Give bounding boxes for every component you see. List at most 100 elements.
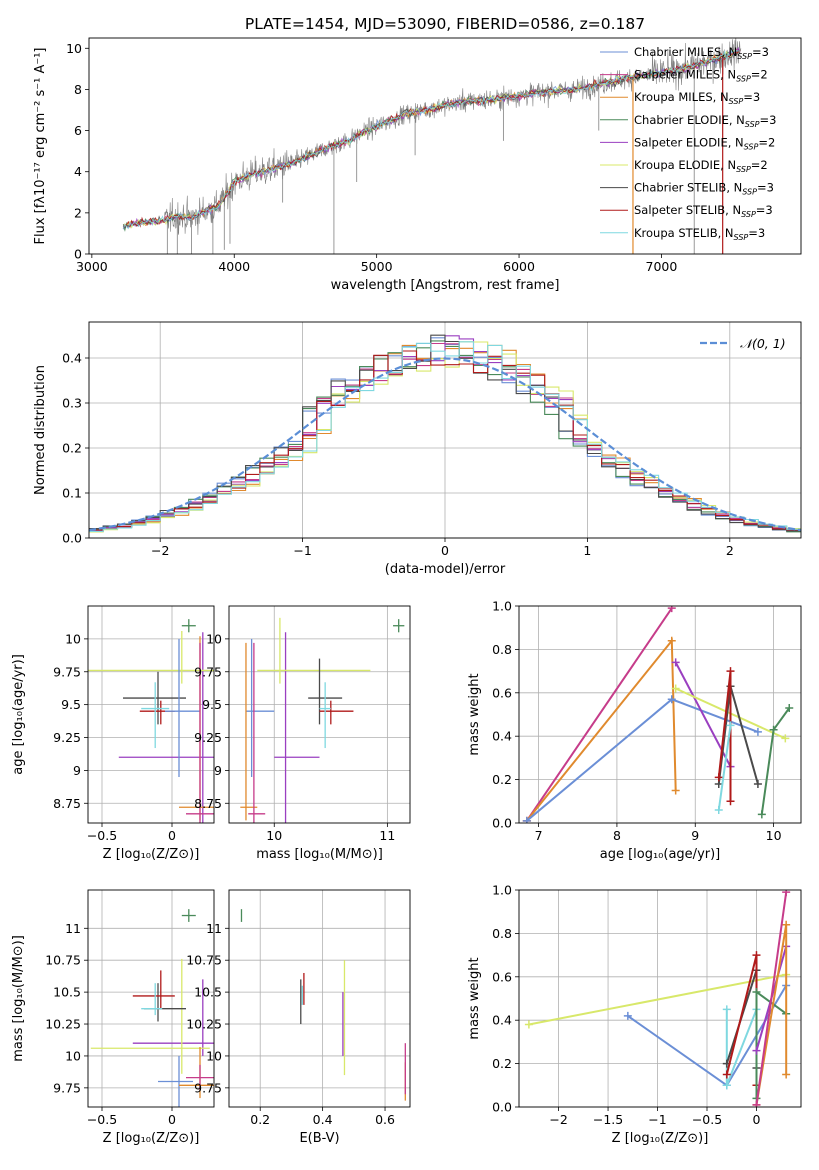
plot-area <box>240 617 405 823</box>
legend-entry: Salpeter STELIB, NSSP=3 <box>634 203 773 219</box>
mass-weight-marker <box>714 805 723 814</box>
y-tick-label: 0.0 <box>62 531 82 546</box>
y-tick-label: 9.25 <box>194 730 222 745</box>
y-tick-label: 4 <box>74 164 82 179</box>
y-tick-label: 2 <box>74 205 82 220</box>
y-tick-label: 9 <box>214 763 222 778</box>
mass-weight-line <box>528 973 787 1026</box>
mass-weight-marker <box>714 773 723 782</box>
mass-weight-marker <box>671 786 680 795</box>
y-tick-label: 9.5 <box>61 697 81 712</box>
x-axis-label: Z [log₁₀(Z/Z⊙)] <box>612 1131 709 1146</box>
grid <box>88 606 214 823</box>
x-tick-label: 0 <box>168 828 176 843</box>
x-tick-label: 0.6 <box>375 1112 395 1127</box>
y-tick-label: 10.25 <box>186 1017 222 1032</box>
y-tick-label: 0.6 <box>492 969 512 984</box>
mass-weight-marker <box>782 890 791 897</box>
x-tick-label: −0.5 <box>692 1112 722 1127</box>
y-tick-label: 9.25 <box>53 730 81 745</box>
y-tick-label: 8 <box>74 82 82 97</box>
mass-weight-marker <box>726 797 735 806</box>
plot-area <box>524 890 791 1107</box>
x-tick-label: 1 <box>583 543 591 558</box>
mass-weight-line <box>717 725 732 811</box>
mass-weight-marker <box>752 1100 761 1107</box>
plot-area <box>522 606 794 823</box>
mass-weight-marker <box>753 727 762 736</box>
normal-distribution-curve <box>89 357 801 532</box>
mass-weight-marker <box>781 734 790 743</box>
grid <box>229 890 410 1107</box>
mass-weight-marker <box>752 987 761 996</box>
mass-weight-marker <box>667 636 676 645</box>
residual-histogram-line <box>89 334 801 532</box>
x-axis-label: age [log₁₀(age/yr)] <box>600 847 721 862</box>
legend-entry: Chabrier ELODIE, NSSP=3 <box>634 113 776 129</box>
x-tick-label: 8 <box>613 828 621 843</box>
y-tick-label: 10.5 <box>53 985 81 1000</box>
x-axis-label: E(B-V) <box>299 1131 339 1146</box>
x-tick-label: −2 <box>151 543 169 558</box>
y-tick-label: 0.8 <box>492 642 512 657</box>
mass-weight-marker <box>722 1081 731 1090</box>
mass-weight-marker <box>785 703 794 712</box>
legend-entry: Salpeter MILES, NSSP=2 <box>634 68 768 84</box>
x-tick-label: 4000 <box>218 259 250 274</box>
x-tick-label: −0.5 <box>87 828 117 843</box>
x-axis-label: Z [log₁₀(Z/Z⊙)] <box>103 847 200 862</box>
grid <box>519 605 801 824</box>
x-axis-label: wavelength [Angstrom, rest frame] <box>331 278 560 293</box>
legend-entry: Kroupa MILES, NSSP=3 <box>634 90 760 106</box>
y-axis-label: Normed distribution <box>33 365 48 495</box>
residual-histogram-panel: −2 −1 0 1 2 0.0 0.1 0.2 0.3 0.4 (data-model)/error… <box>33 321 802 577</box>
x-tick-label: 2 <box>726 543 734 558</box>
x-tick-label: −0.5 <box>87 1112 117 1127</box>
mass-weight-line <box>526 698 759 822</box>
age-vs-mass-panel: 10 11 8.75 9 9.25 9.5 9.75 10 mass [log₁₀(M/M⊙)] <box>194 605 411 862</box>
y-tick-label: 8.75 <box>53 796 81 811</box>
y-tick-label: 10 <box>206 631 222 646</box>
y-tick-label: 10 <box>66 41 82 56</box>
y-tick-label: 6 <box>74 123 82 138</box>
x-tick-label: 9 <box>691 828 699 843</box>
spectrum-panel: 3000 4000 5000 6000 7000 0 2 4 6 8 10 wavelength [A… <box>33 37 802 293</box>
mass-weight-marker <box>623 1011 632 1020</box>
x-tick-label: −1 <box>648 1112 666 1127</box>
mass-weight-marker <box>524 1020 533 1029</box>
plot-area <box>89 334 801 533</box>
mass-vs-extinction-panel: 0.2 0.4 0.6 9.75 10 10.25 10.5 10.75 11 E(B-V) <box>186 889 411 1146</box>
plot-area <box>88 619 214 823</box>
x-tick-label: 0 <box>441 543 449 558</box>
y-axis-label: mass weight <box>467 957 482 1039</box>
legend-entry: 𝒩(0, 1) <box>740 336 786 351</box>
y-tick-label: 0.1 <box>62 486 82 501</box>
x-tick-label: 5000 <box>361 259 393 274</box>
legend-entry: Kroupa ELODIE, NSSP=2 <box>634 158 768 174</box>
y-tick-label: 10 <box>206 1048 222 1063</box>
chart-title: PLATE=1454, MJD=53090, FIBERID=0586, z=0… <box>245 15 645 33</box>
x-tick-label: −1 <box>293 543 311 558</box>
x-tick-label: 10 <box>766 828 782 843</box>
mass-vs-metallicity-panel: −0.5 0 9.75 10 10.25 10.5 10.75 11 Z [log₁₀(Z/Z⊙… <box>11 889 215 1146</box>
y-tick-label: 0.8 <box>492 926 512 941</box>
y-tick-label: 0.4 <box>62 351 82 366</box>
x-tick-label: 7000 <box>646 259 678 274</box>
y-axis-label: mass weight <box>467 673 482 755</box>
axes-frame <box>87 605 215 824</box>
y-tick-label: 11 <box>206 921 222 936</box>
y-tick-label: 9 <box>73 763 81 778</box>
x-tick-label: 0.4 <box>313 1112 333 1127</box>
legend: Chabrier MILES, NSSP=3 Salpeter MILES, NS… <box>600 45 776 242</box>
mass-weight-marker <box>722 1005 731 1014</box>
y-tick-label: 1.0 <box>492 883 512 898</box>
grid <box>88 890 214 1107</box>
y-tick-label: 10.5 <box>194 985 222 1000</box>
y-tick-label: 10.25 <box>45 1017 81 1032</box>
x-tick-label: 10 <box>266 828 282 843</box>
y-tick-label: 0.4 <box>492 1013 512 1028</box>
model-spectrum-line <box>122 50 741 229</box>
y-tick-label: 0.0 <box>492 1100 512 1115</box>
mass-weight-marker <box>671 658 680 667</box>
mass-weight-marker <box>726 667 735 676</box>
